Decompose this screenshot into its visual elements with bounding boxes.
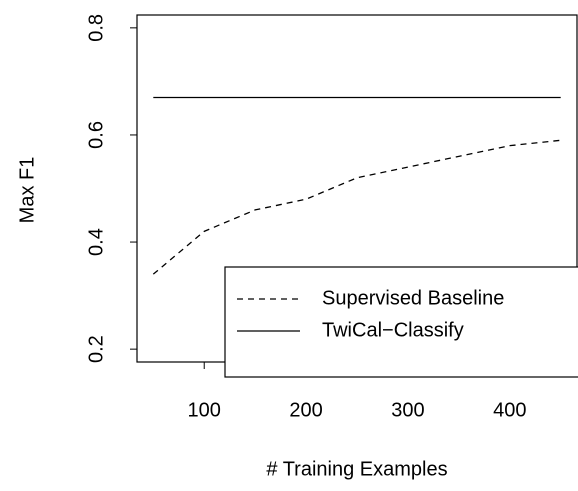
x-axis-label: # Training Examples: [266, 458, 447, 480]
series-line: [152, 139, 561, 275]
x-tick-label: 400: [493, 399, 526, 421]
legend-label: Supervised Baseline: [322, 287, 504, 309]
x-tick-label: 100: [188, 399, 221, 421]
y-axis-label: Max F1: [16, 157, 38, 224]
y-tick-label: 0.4: [85, 228, 107, 256]
y-tick-label: 0.6: [85, 121, 107, 149]
y-tick-label: 0.2: [85, 335, 107, 363]
y-tick-label: 0.8: [85, 14, 107, 42]
x-tick-label: 200: [289, 399, 322, 421]
legend-label: TwiCal−Classify: [322, 319, 464, 341]
legend-box: [224, 266, 578, 378]
x-tick-label: 300: [391, 399, 424, 421]
